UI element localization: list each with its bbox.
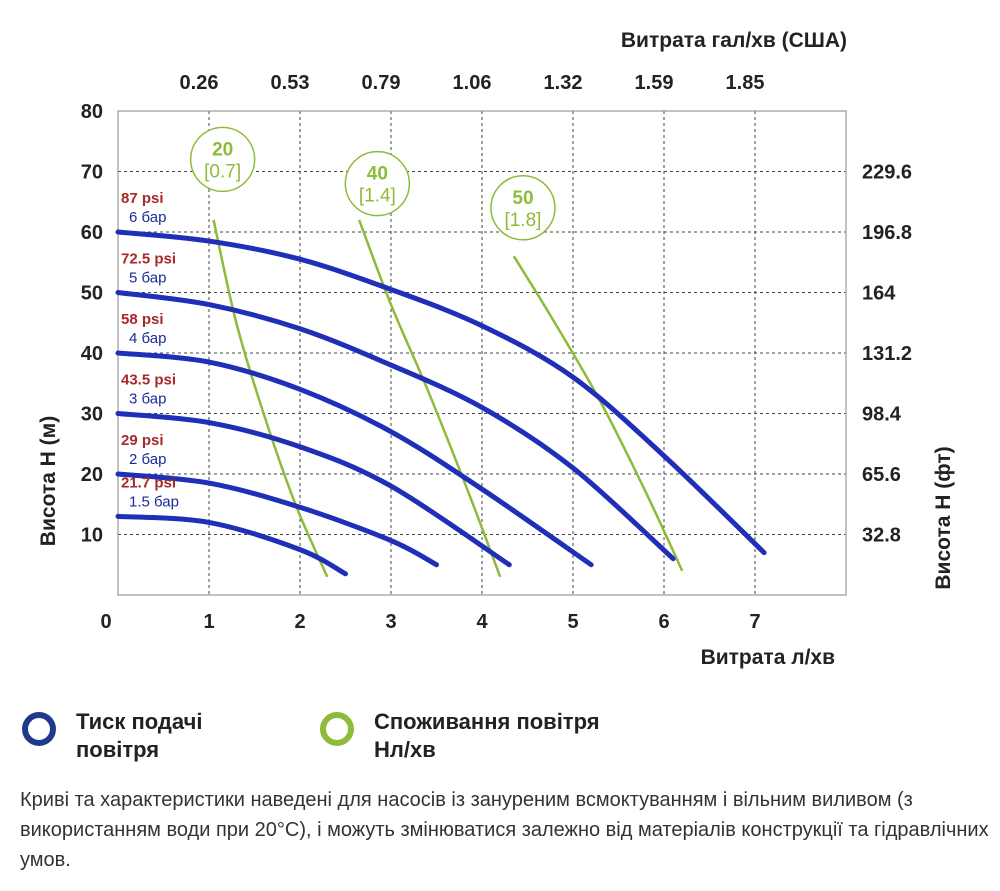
air-bubble-50 [490,175,556,241]
air-curve-20 [212,219,329,578]
pressure-curve-1.5-бар [115,513,348,577]
air-consumption-curves [189,126,684,578]
top-tick-label: 1.85 [726,72,765,94]
y-tick-label: 50 [81,283,103,305]
y-axis-title: Висота H (м) [37,416,60,546]
right-tick-label: 65.6 [862,464,901,486]
x-tick-label: 0 [100,611,111,633]
curve-labels: 20[0.7] 40[1.4] 50[1.8] 87 psi 6 бар 72.5 psi… [121,139,541,510]
y-tick-label: 40 [81,343,103,365]
x-tick-label: 2 [294,611,305,633]
pump-performance-chart: 0 1 2 3 4 5 6 7 10 20 30 40 50 60 70 80 0.26 0.53 0.79 1.06… [37,29,955,669]
legend-pressure: Тиск подачі повітря [22,708,202,764]
bar-label: 1.5 бар [129,493,179,510]
y-tick-label: 70 [81,162,103,184]
pressure-curve-2-бар [115,471,439,568]
pressure-curve-4-бар [115,350,594,568]
psi-label: 21.7 psi [121,474,176,491]
legend-pressure-label: Тиск подачі повітря [76,709,203,762]
x-tick-label: 4 [476,611,488,633]
psi-label: 43.5 psi [121,372,176,389]
y-tick-label: 20 [81,464,103,486]
legend-air-label: Споживання повітря Нл/хв [374,709,600,762]
x-tick-label: 7 [749,611,760,633]
top-tick-label: 1.06 [453,72,492,94]
bar-label: 6 бар [129,209,166,226]
right-tick-label: 131.2 [862,343,912,365]
pressure-curves [115,229,767,577]
air-value-label: 20 [212,139,233,160]
right-tick-label: 98.4 [862,404,902,426]
right-tick-label: 229.6 [862,162,912,184]
air-sub-label: [0.7] [204,161,241,182]
x-axis-title: Витрата л/хв [701,646,836,669]
right-tick-label: 164 [862,283,896,305]
pressure-curve-5-бар [115,290,676,562]
x-tick-label: 3 [385,611,396,633]
x-tick-label: 5 [567,611,578,633]
disclaimer-note: Криві та характеристики наведені для нас… [20,789,989,871]
right-tick-label: 196.8 [862,222,912,244]
top-tick-label: 0.53 [271,72,310,94]
bar-label: 5 бар [129,270,166,287]
bar-label: 3 бар [129,391,166,408]
air-value-label: 50 [512,188,533,209]
right-tick-label: 32.8 [862,525,901,547]
psi-label: 87 psi [121,190,164,207]
top-tick-label: 0.26 [180,72,219,94]
psi-label: 58 psi [121,311,164,328]
x-tick-label: 6 [658,611,669,633]
psi-label: 29 psi [121,432,164,449]
top-tick-label: 1.59 [635,72,674,94]
y-tick-label: 60 [81,222,103,244]
pressure-ring-icon [22,712,56,746]
air-ring-icon [320,712,354,746]
psi-label: 72.5 psi [121,251,176,268]
top-axis-title: Витрата гал/хв (США) [621,29,847,52]
air-value-label: 40 [367,164,388,185]
top-tick-label: 0.79 [362,72,401,94]
bar-label: 4 бар [129,330,166,347]
bar-label: 2 бар [129,451,166,468]
air-bubble-40 [344,150,411,217]
legend-air: Споживання повітря Нл/хв [320,708,600,764]
air-bubble-20 [189,126,256,193]
air-sub-label: [1.4] [359,186,396,207]
y-tick-label: 30 [81,404,103,426]
pressure-curve-3-бар [115,411,512,568]
y-tick-label: 10 [81,525,103,547]
right-axis-title: Висота H (фт) [932,446,955,589]
top-tick-label: 1.32 [544,72,583,94]
air-curve-40 [357,219,502,578]
x-tick-label: 1 [203,611,214,633]
air-sub-label: [1.8] [504,210,541,231]
pressure-curve-6-бар [115,229,767,556]
axis-ticks: 0 1 2 3 4 5 6 7 10 20 30 40 50 60 70 80 0.26 0.53 0.79 1.06… [81,72,912,633]
y-tick-label: 80 [81,101,103,123]
